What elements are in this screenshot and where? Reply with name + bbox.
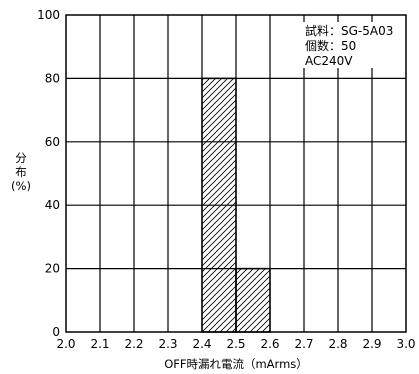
bars (201, 77, 271, 333)
x-tick-label: 2.4 (192, 337, 211, 351)
x-tick-label: 2.5 (226, 337, 245, 351)
y-axis-label-line3: (%) (11, 179, 31, 193)
annotation-sample: 試料：SG-5A03 (305, 23, 393, 38)
y-tick-label: 20 (45, 262, 60, 276)
x-tick-label: 2.8 (328, 337, 347, 351)
y-tick-label: 40 (45, 198, 60, 212)
x-tick-label: 2.1 (90, 337, 109, 351)
y-tick-label: 100 (37, 8, 60, 22)
annotation-background (302, 22, 402, 68)
y-tick-label: 80 (45, 71, 60, 85)
plot-frame (65, 14, 407, 333)
x-tick-label: 2.7 (294, 337, 313, 351)
x-tick-label: 3.0 (396, 337, 415, 351)
histogram-bar (201, 77, 237, 333)
x-tick-label: 2.2 (124, 337, 143, 351)
y-tick-labels: 0 20 40 60 80 100 (37, 8, 60, 339)
x-tick-label: 2.6 (260, 337, 279, 351)
y-axis-label-line1: 分 (15, 151, 27, 165)
x-tick-label: 2.0 (56, 337, 75, 351)
x-tick-label: 2.3 (158, 337, 177, 351)
y-tick-label: 60 (45, 135, 60, 149)
annotation-count: 個数：50 (305, 38, 356, 53)
x-tick-label: 2.9 (362, 337, 381, 351)
x-tick-labels: 2.0 2.1 2.2 2.3 2.4 2.5 2.6 2.7 2.8 2.9 3.0 (56, 337, 415, 351)
y-axis-label-line2: 布 (15, 165, 27, 179)
histogram-bar (235, 267, 271, 333)
y-tick-label: 0 (52, 325, 60, 339)
annotation-voltage: AC240V (305, 54, 353, 68)
x-axis-label: OFF時漏れ電流（mArms） (164, 357, 308, 371)
